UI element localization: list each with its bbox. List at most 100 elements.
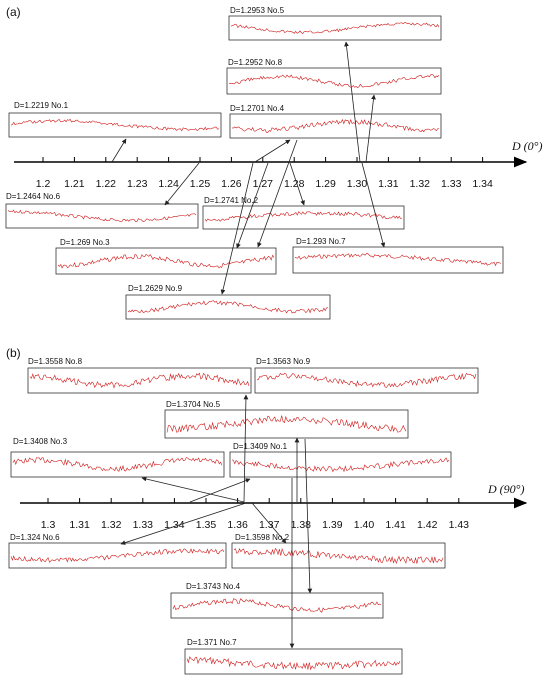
arrow-no2 [289,162,305,206]
arrow-no5 [344,41,361,163]
profile-label: D=1.2741 No.2 [204,196,259,205]
panel-b-profile-no1: D=1.3409 No.1 [229,442,452,478]
axis-tick-label: 1.40 [354,519,375,531]
axis-tick-label: 1.27 [253,178,274,190]
axis-tick-label: 1.28 [284,178,305,190]
panel-a-profile-no5: D=1.2953 No.5 [228,6,442,41]
panel-b-profile-no3: D=1.3408 No.3 [10,437,225,478]
axis-tick-label: 1.25 [190,178,211,190]
profile-box [8,542,227,569]
axis-tick-label: 1.22 [96,178,117,190]
axis-tick-label: 1.33 [441,178,462,190]
profile-trace [29,372,250,389]
panel-b-profile-no6: D=1.324 No.6 [8,533,227,569]
profile-box [8,112,222,138]
panel-a-profile-no1: D=1.2219 No.1 [8,101,222,138]
profile-box [231,542,446,569]
axis-tick-label: 1.21 [64,178,85,190]
arrow-no1 [189,478,251,503]
arrow-no6 [120,502,247,545]
profile-trace [230,22,440,35]
panel-a-label: (a) [6,5,21,19]
panel-a-profile-no6: D=1.2464 No.6 [5,192,199,229]
axis-tick-label: 1.29 [315,178,336,190]
axis-tick-label: 1.23 [127,178,148,190]
profile-trace [127,300,329,314]
profile-box [125,294,331,320]
arrow-no9 [220,162,254,295]
axis-tick-label: 1.35 [196,519,217,531]
profile-label: D=1.2219 No.1 [14,101,69,110]
axis-tick-label: 1.26 [221,178,242,190]
panel-a-profile-no3: D=1.269 No.3 [55,238,277,275]
panel-b-profile-no2: D=1.3598 No.2 [231,533,446,569]
axis-tick-label: 1.30 [347,178,368,190]
profile-box [228,15,442,41]
arrow-no1 [111,138,127,163]
profile-label: D=1.3563 No.9 [256,357,311,366]
profile-trace [231,457,450,473]
profile-label: D=1.269 No.3 [60,238,110,247]
axis-tick-label: 1.34 [472,178,493,190]
panel-b-profile-no9: D=1.3563 No.9 [254,357,479,394]
profile-label: D=1.371 No.7 [187,638,237,647]
profile-label: D=1.3409 No.1 [233,442,288,451]
panel-b-axis-label: D (90°) [487,482,524,496]
profile-trace [10,118,220,132]
profile-trace [256,372,477,388]
profile-trace [204,211,403,222]
profile-label: D=1.2952 No.8 [228,58,283,67]
arrow-no2 [251,502,287,544]
arrow-no7 [361,162,386,248]
profile-trace [57,253,275,269]
profile-label: D=1.3598 No.2 [235,533,290,542]
profile-label: D=1.3704 No.5 [166,400,221,409]
profile-box [292,246,504,274]
profile-label: D=1.2953 No.5 [230,6,285,15]
arrow-no8 [243,394,249,503]
arrow-no4 [304,438,313,594]
axis-tick-label: 1.41 [385,519,406,531]
panel-a-profile-no7: D=1.293 No.7 [292,237,504,274]
profile-label: D=1.2629 No.9 [128,284,183,293]
panel-a: (a) D (0°) 1.2 1.21 1.22 1.23 1.24 1.25 1.26 1.… [5,5,542,320]
profile-trace [172,598,382,613]
axis-tick-label: 1.3 [41,519,56,531]
panel-b-profile-no8: D=1.3558 No.8 [27,357,252,394]
profile-box [202,205,405,230]
arrow-no3 [141,476,245,503]
panel-b-profile-no4: D=1.3743 No.4 [170,582,384,619]
profile-box [229,451,452,478]
axis-tick-label: 1.37 [259,519,280,531]
profile-trace [12,457,223,472]
panel-a-profile-no2: D=1.2741 No.2 [202,196,405,230]
panel-b-connectors [120,394,313,649]
profile-label: D=1.3558 No.8 [28,357,83,366]
axis-tick-label: 1.43 [449,519,470,531]
arrow-no4-no3 [257,139,298,248]
axis-tick-label: 1.32 [101,519,122,531]
axis-tick-label: 1.36 [227,519,248,531]
axis-tick-label: 1.38 [291,519,312,531]
axis-tick-label: 1.42 [417,519,438,531]
axis-tick-label: 1.32 [410,178,431,190]
profile-label: D=1.293 No.7 [296,237,346,246]
panel-a-profile-no8: D=1.2952 No.8 [226,58,442,95]
profile-trace [7,209,197,223]
axis-tick-label: 1.24 [158,178,179,190]
profile-trace [231,118,440,133]
profile-label: D=1.3408 No.3 [13,437,68,446]
arrow-no8 [365,94,376,163]
profile-trace [233,547,444,564]
panel-b-profile-no5: D=1.3704 No.5 [164,400,409,439]
profile-label: D=1.324 No.6 [10,533,60,542]
arrow-no3 [236,162,269,249]
panel-b-label: (b) [6,346,21,360]
profile-box [254,367,479,394]
profile-box [10,451,225,478]
profile-box [5,203,199,229]
profile-box [55,247,277,275]
profile-box [226,67,442,95]
panel-a-connectors [111,41,386,295]
